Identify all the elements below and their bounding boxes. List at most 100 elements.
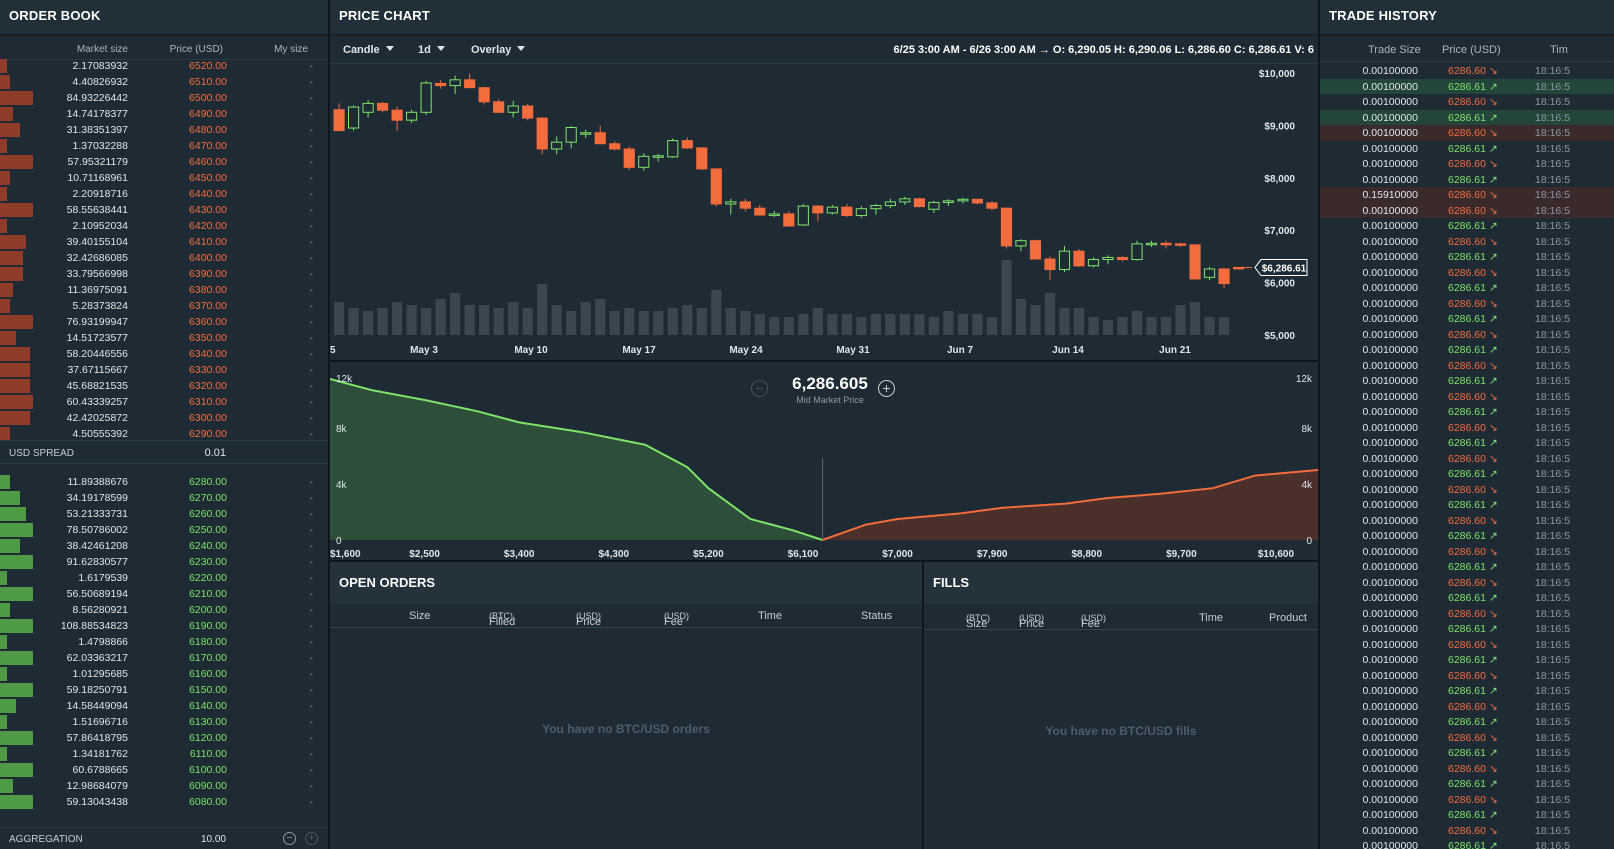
candle[interactable] <box>1145 242 1158 246</box>
ask-row[interactable]: 14.51723577 6350.00 - <box>0 330 328 346</box>
bid-row[interactable]: 59.18250791 6150.00 - <box>0 682 328 698</box>
candle[interactable] <box>1203 268 1216 278</box>
candle[interactable] <box>1174 243 1187 246</box>
candle[interactable] <box>1015 240 1027 247</box>
candle[interactable] <box>667 140 679 158</box>
candle[interactable] <box>1000 207 1013 247</box>
candle[interactable] <box>957 198 969 202</box>
ask-row[interactable]: 58.20446556 6340.00 - <box>0 346 328 362</box>
ask-row[interactable]: 58.55638441 6430.00 - <box>0 202 328 218</box>
bid-row[interactable]: 91.62830577 6230.00 - <box>0 554 328 570</box>
candle[interactable] <box>1058 250 1071 271</box>
ask-row[interactable]: 10.71168961 6450.00 - <box>0 170 328 186</box>
candle[interactable] <box>1189 244 1201 280</box>
candle[interactable] <box>652 155 664 158</box>
interval-dropdown[interactable]: 1d <box>418 44 445 56</box>
candle[interactable] <box>812 205 824 214</box>
ask-row[interactable]: 2.17083932 6520.00 - <box>0 58 328 74</box>
candle[interactable] <box>406 111 418 121</box>
aggregation-decrease-icon[interactable]: − <box>283 832 296 845</box>
ask-row[interactable]: 1.37032288 6470.00 - <box>0 138 328 154</box>
candle[interactable] <box>391 109 403 121</box>
candle[interactable] <box>928 201 940 210</box>
candle[interactable] <box>420 82 432 113</box>
candle[interactable] <box>1116 256 1129 261</box>
ask-row[interactable]: 84.93226442 6500.00 - <box>0 90 328 106</box>
bid-row[interactable]: 1.4798866 6180.00 - <box>0 634 328 650</box>
ask-row[interactable]: 14.74178377 6490.00 - <box>0 106 328 122</box>
ask-row[interactable]: 60.43339257 6310.00 - <box>0 394 328 410</box>
candle[interactable] <box>536 117 548 150</box>
candle[interactable] <box>493 101 505 113</box>
candle[interactable] <box>754 207 766 216</box>
candle[interactable] <box>623 148 635 168</box>
bid-row[interactable]: 53.21333731 6260.00 - <box>0 506 328 522</box>
candle[interactable] <box>435 82 447 87</box>
candle[interactable] <box>870 205 882 210</box>
candle[interactable] <box>986 202 998 209</box>
bid-row[interactable]: 34.19178599 6270.00 - <box>0 490 328 506</box>
candle[interactable] <box>725 201 737 205</box>
depth-chart[interactable]: 12k 12k 8k 8k 4k 4k 0 0 $1,600 $2,500 $3,400 $4,300… <box>330 362 1318 560</box>
ask-row[interactable]: 32.42686085 6400.00 - <box>0 250 328 266</box>
bid-row[interactable]: 1.01295685 6160.00 - <box>0 666 328 682</box>
candle[interactable] <box>971 198 984 204</box>
ask-row[interactable]: 4.40826932 6510.00 - <box>0 74 328 90</box>
candle[interactable] <box>826 206 838 214</box>
bid-row[interactable]: 8.56280921 6200.00 - <box>0 602 328 618</box>
candle[interactable] <box>609 143 621 150</box>
candle[interactable] <box>739 201 751 209</box>
bid-row[interactable]: 1.34181762 6110.00 - <box>0 746 328 762</box>
bid-row[interactable]: 78.50786002 6250.00 - <box>0 522 328 538</box>
ask-row[interactable]: 5.28373824 6370.00 - <box>0 298 328 314</box>
candle[interactable] <box>565 126 577 143</box>
candle[interactable] <box>478 87 490 103</box>
candle[interactable] <box>783 213 795 227</box>
candle[interactable] <box>855 208 867 217</box>
candle[interactable] <box>1218 268 1230 285</box>
bid-row[interactable]: 1.51696716 6130.00 - <box>0 714 328 730</box>
candle[interactable] <box>449 79 461 87</box>
ask-row[interactable]: 4.50555392 6290.00 - <box>0 426 328 442</box>
ask-row[interactable]: 2.20918716 6440.00 - <box>0 186 328 202</box>
ask-row[interactable]: 2.10952034 6420.00 - <box>0 218 328 234</box>
candle[interactable] <box>638 155 650 168</box>
bid-row[interactable]: 108.88534823 6190.00 - <box>0 618 328 634</box>
candle[interactable] <box>464 79 476 89</box>
candle[interactable] <box>362 102 374 113</box>
candle[interactable] <box>681 140 693 149</box>
chart-type-dropdown[interactable]: Candle <box>343 44 394 56</box>
ask-row[interactable]: 45.68821535 6320.00 - <box>0 378 328 394</box>
aggregation-increase-icon[interactable]: + <box>305 832 318 845</box>
candle[interactable] <box>710 168 722 205</box>
candle[interactable] <box>1160 242 1172 246</box>
bid-row[interactable]: 38.42461208 6240.00 - <box>0 538 328 554</box>
candle[interactable] <box>696 147 708 170</box>
candle[interactable] <box>594 132 606 145</box>
candle[interactable] <box>551 141 563 150</box>
ask-row[interactable]: 42.42025872 6300.00 - <box>0 410 328 426</box>
candle[interactable] <box>1044 258 1056 271</box>
candle[interactable] <box>913 198 925 208</box>
candle[interactable] <box>841 206 853 217</box>
candle[interactable] <box>1102 256 1114 261</box>
candle[interactable] <box>1087 259 1100 267</box>
ask-row[interactable]: 76.93199947 6360.00 - <box>0 314 328 330</box>
candle[interactable] <box>348 106 360 129</box>
candle[interactable] <box>333 109 345 132</box>
ask-row[interactable]: 33.79566998 6390.00 - <box>0 266 328 282</box>
bid-row[interactable]: 11.89388676 6280.00 - <box>0 474 328 490</box>
candle[interactable] <box>1131 243 1143 261</box>
bid-row[interactable]: 14.58449094 6140.00 - <box>0 698 328 714</box>
ask-row[interactable]: 11.36975091 6380.00 - <box>0 282 328 298</box>
ask-row[interactable]: 57.95321179 6460.00 - <box>0 154 328 170</box>
zoom-in-icon[interactable]: + <box>878 380 895 397</box>
candle[interactable] <box>1073 250 1085 267</box>
candle[interactable] <box>884 201 896 207</box>
candle[interactable] <box>942 200 954 203</box>
bid-row[interactable]: 62.03363217 6170.00 - <box>0 650 328 666</box>
bid-row[interactable]: 59.13043438 6080.00 - <box>0 794 328 810</box>
bid-row[interactable]: 60.6788665 6100.00 - <box>0 762 328 778</box>
candle[interactable] <box>797 205 809 226</box>
ask-row[interactable]: 37.67115667 6330.00 - <box>0 362 328 378</box>
